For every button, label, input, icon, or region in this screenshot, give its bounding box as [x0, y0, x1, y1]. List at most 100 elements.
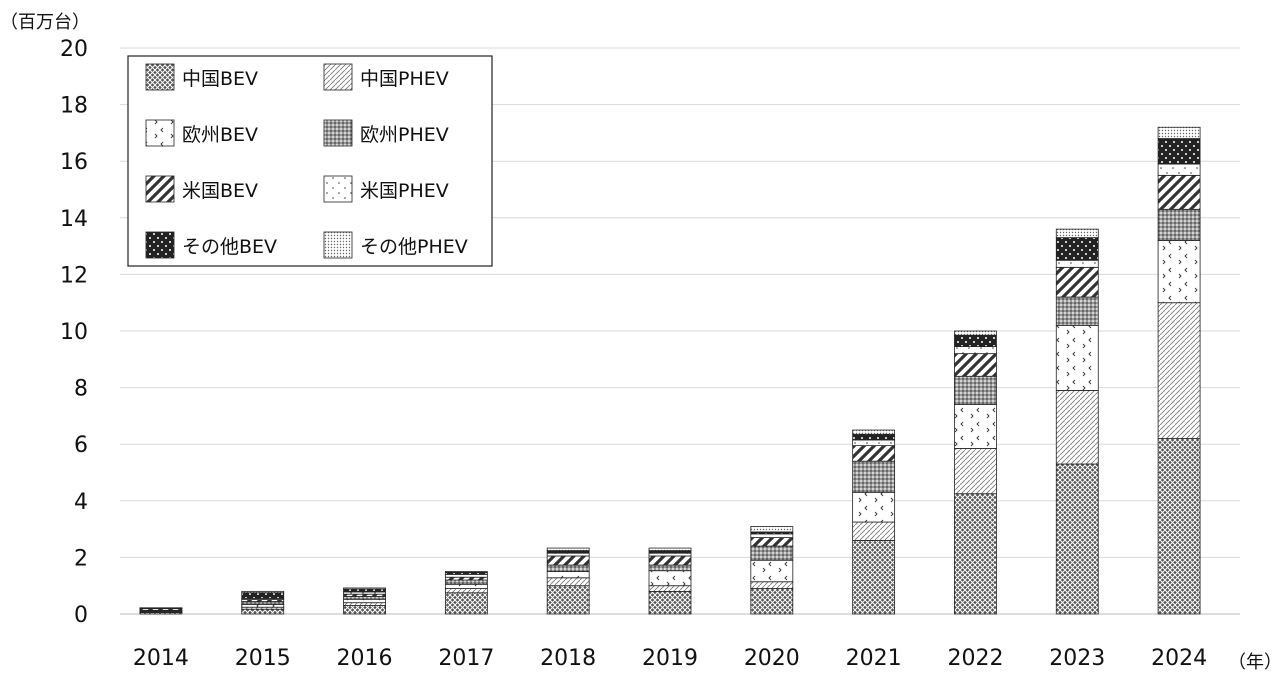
- legend-swatch: [145, 119, 175, 147]
- bar-segment-2020-3: [750, 545, 794, 561]
- bar-segment-2016-2: [343, 598, 386, 604]
- bar-segment-2022-1: [954, 448, 997, 495]
- bar-segment-2016-7: [343, 587, 386, 590]
- bar-segment-2022-6: [954, 334, 997, 347]
- legend-label: 中国PHEV: [360, 68, 449, 90]
- bar-segment-2020-4: [750, 537, 794, 547]
- legend-box: [127, 55, 493, 267]
- legend-swatch: [323, 231, 353, 259]
- bar-segment-2023-2: [1055, 324, 1099, 391]
- bar-segment-2014-6: [139, 607, 183, 609]
- bar-segment-2018-2: [546, 571, 590, 579]
- bar-segment-2021-1: [852, 521, 896, 541]
- bar-segment-2022-2: [954, 404, 997, 449]
- y-axis-unit-label: （百万台）: [0, 12, 90, 33]
- bar-segment-2021-7: [852, 429, 896, 435]
- y-tick-label: 6: [74, 433, 88, 458]
- y-tick-label: 20: [60, 37, 88, 62]
- bar-segment-2021-2: [852, 491, 896, 523]
- x-tick-label: 2017: [438, 646, 494, 671]
- bar-segment-2018-3: [546, 564, 590, 572]
- legend-label: その他PHEV: [360, 236, 468, 258]
- bar-segment-2022-3: [954, 375, 997, 405]
- legend-label: 中国BEV: [182, 68, 258, 90]
- legend-swatch: [145, 175, 175, 203]
- bar-segment-2024-1: [1157, 302, 1201, 439]
- bar-segment-2018-1: [546, 577, 590, 587]
- legend-label: その他BEV: [182, 236, 277, 258]
- bar-segment-2023-5: [1055, 259, 1099, 268]
- bar-segment-2017-7: [444, 571, 488, 573]
- bar-segment-2019-4: [648, 555, 692, 566]
- bar-segment-2017-3: [444, 579, 488, 585]
- y-tick-label: 0: [74, 603, 88, 628]
- bar-segment-2016-1: [343, 602, 386, 606]
- bar-segment-2017-4: [444, 576, 488, 581]
- y-tick-label: 4: [74, 490, 88, 515]
- bar-segment-2024-3: [1157, 208, 1201, 241]
- legend-label: 米国BEV: [182, 180, 258, 202]
- bar-segment-2018-7: [546, 547, 590, 552]
- bar-segment-2020-7: [750, 526, 794, 533]
- bar-segment-2022-4: [954, 353, 997, 377]
- bar-segment-2023-0: [1055, 463, 1099, 615]
- bar-segment-2022-7: [954, 330, 997, 336]
- y-tick-label: 8: [74, 377, 88, 402]
- x-axis-unit-label: （年）: [1228, 652, 1280, 673]
- bar-segment-2015-7: [241, 590, 285, 594]
- bar-segment-2016-3: [343, 596, 386, 600]
- bar-segment-2017-5: [444, 573, 488, 578]
- bar-segment-2024-6: [1157, 138, 1201, 165]
- bar-segment-2022-5: [954, 346, 997, 355]
- bar-segment-2017-1: [444, 588, 488, 594]
- bar-segment-2015-2: [241, 603, 285, 608]
- legend-label: 米国PHEV: [360, 180, 449, 202]
- bar-segment-2023-6: [1055, 237, 1099, 261]
- bar-segment-2020-1: [750, 581, 794, 589]
- bar-segment-2024-2: [1157, 240, 1201, 304]
- legend-swatch: [145, 63, 175, 91]
- legend-label: 欧州PHEV: [360, 124, 449, 146]
- x-tick-label: 2019: [642, 646, 698, 671]
- x-tick-label: 2015: [235, 646, 291, 671]
- bar-segment-2024-4: [1157, 174, 1201, 210]
- legend-swatch: [323, 63, 353, 91]
- bar-segment-2022-0: [954, 493, 997, 615]
- bar-segment-2020-5: [750, 533, 794, 538]
- legend-swatch: [323, 119, 353, 147]
- legend-swatch: [145, 231, 175, 259]
- bar-segment-2020-2: [750, 559, 794, 583]
- bar-segment-2019-3: [648, 564, 692, 572]
- bar-segment-2020-0: [750, 588, 794, 615]
- bar-segment-2015-6: [241, 592, 285, 599]
- x-tick-label: 2016: [337, 646, 393, 671]
- bar-segment-2021-3: [852, 460, 896, 493]
- bar-segment-2019-7: [648, 547, 692, 552]
- bar-segment-2021-5: [852, 439, 896, 447]
- bar-segment-2015-0: [241, 608, 285, 615]
- x-tick-label: 2024: [1151, 646, 1207, 671]
- bar-segment-2021-6: [852, 433, 896, 441]
- x-tick-label: 2018: [540, 646, 596, 671]
- bar-segment-2024-0: [1157, 438, 1201, 615]
- bar-segment-2015-3: [241, 601, 285, 605]
- y-tick-label: 12: [60, 263, 88, 288]
- x-tick-label: 2021: [846, 646, 902, 671]
- x-tick-label: 2014: [133, 646, 189, 671]
- bar-segment-2023-1: [1055, 390, 1099, 465]
- legend-label: 欧州BEV: [182, 124, 258, 146]
- bar-segment-2018-5: [546, 552, 590, 557]
- y-tick-label: 18: [60, 94, 88, 119]
- bar-segment-2016-0: [343, 605, 386, 615]
- y-tick-label: 16: [60, 150, 88, 175]
- y-tick-label: 10: [60, 320, 88, 345]
- bar-segment-2019-5: [648, 552, 692, 557]
- bar-segment-2018-4: [546, 555, 590, 566]
- legend-swatch: [323, 175, 353, 203]
- bar-segment-2023-7: [1055, 228, 1099, 239]
- x-tick-label: 2023: [1049, 646, 1105, 671]
- x-tick-label: 2020: [744, 646, 800, 671]
- bar-segment-2023-4: [1055, 266, 1099, 298]
- y-tick-label: 14: [60, 207, 88, 232]
